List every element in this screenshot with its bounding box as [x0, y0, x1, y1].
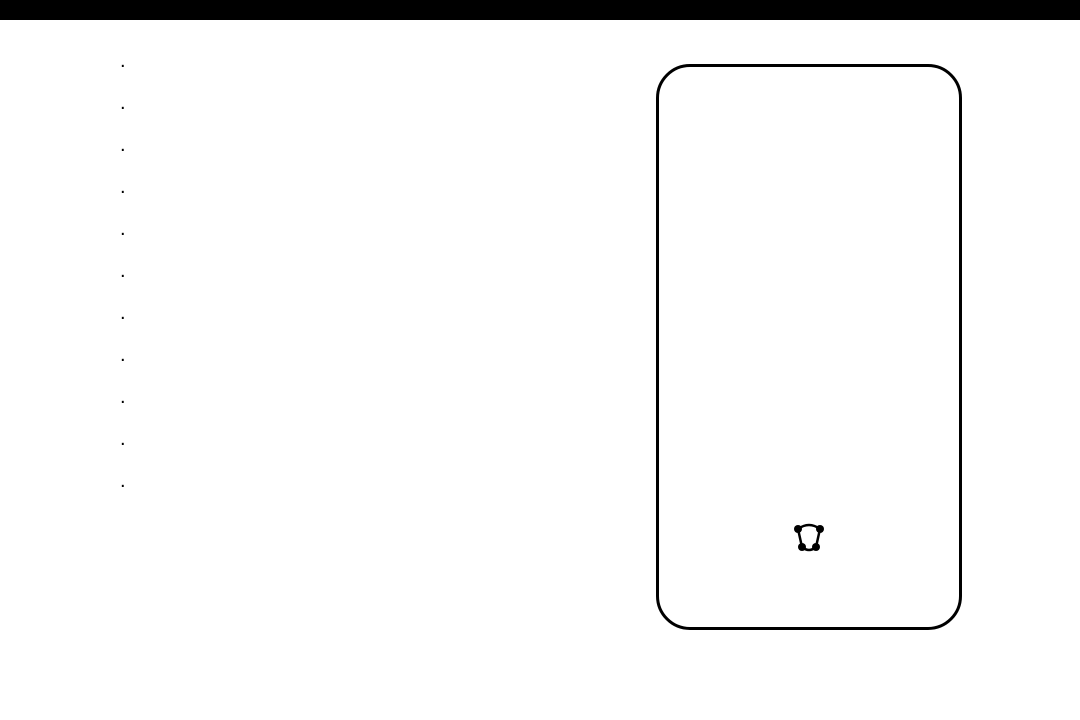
legend-item: .: [120, 208, 458, 250]
brand-icon: [792, 523, 826, 553]
legend-item: .: [120, 292, 458, 334]
legend-list: . . . . . . . . . . .: [0, 30, 458, 650]
remote-diagram: [458, 30, 1080, 650]
page-header: [0, 0, 1080, 20]
remote-body: [656, 64, 962, 630]
content: . . . . . . . . . . .: [0, 20, 1080, 650]
brand-logo: [659, 523, 959, 557]
legend-item: .: [120, 376, 458, 418]
legend-item: .: [120, 334, 458, 376]
legend-item: .: [120, 124, 458, 166]
legend-item: .: [120, 82, 458, 124]
legend-item: .: [120, 250, 458, 292]
legend-item: .: [120, 40, 458, 82]
legend-item: .: [120, 418, 458, 460]
legend-item: .: [120, 166, 458, 208]
legend-item: .: [120, 460, 458, 502]
